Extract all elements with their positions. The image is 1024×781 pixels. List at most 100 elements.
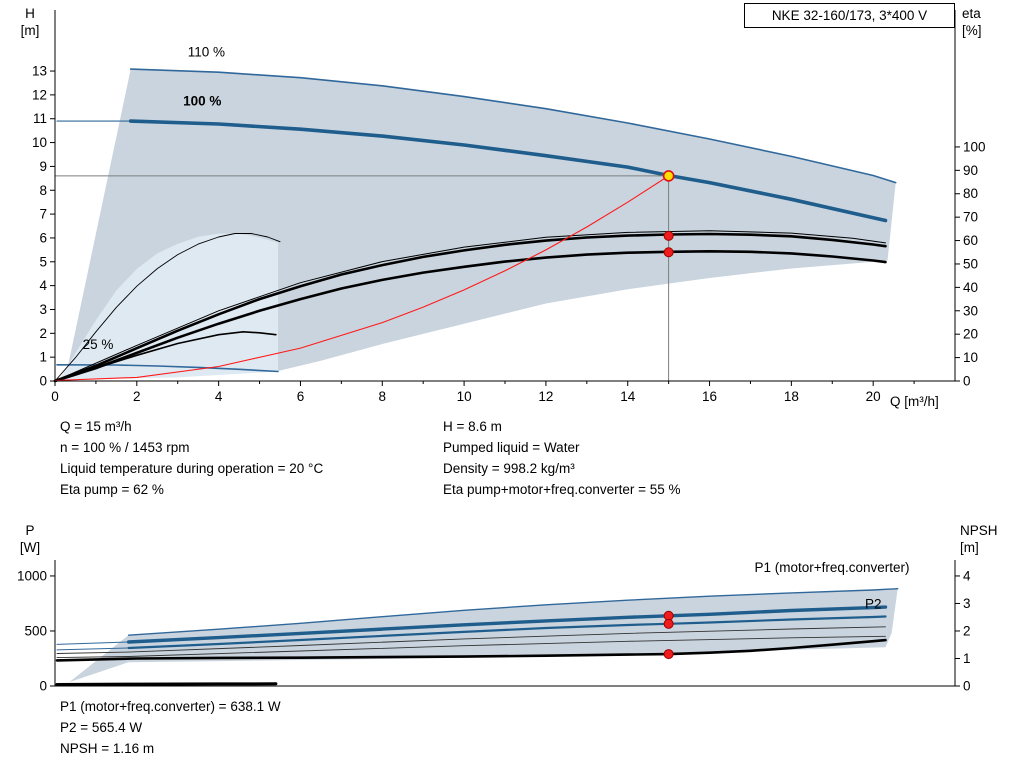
tick-label: 70 xyxy=(963,210,978,225)
tick-label: 30 xyxy=(963,303,978,318)
axis-title-head-unit: [m] xyxy=(20,23,40,38)
tick-label: 6 xyxy=(39,230,47,245)
low-speed-region xyxy=(59,233,278,380)
tick-label: 1 xyxy=(963,651,971,666)
tick-label: 0 xyxy=(39,679,47,694)
eta-total-curve xyxy=(53,250,887,383)
tick-label: 18 xyxy=(784,389,799,404)
tick-label: 16 xyxy=(702,389,717,404)
tick-label: 60 xyxy=(963,233,978,248)
power-info-block: P1 (motor+freq.converter) = 638.1 W P2 =… xyxy=(60,696,281,759)
tick-label: 4 xyxy=(963,568,971,583)
p2-lead xyxy=(56,647,130,651)
info-p2: P2 = 565.4 W xyxy=(60,720,143,735)
p1-lead xyxy=(56,641,130,645)
p-25pct-curve xyxy=(55,682,278,686)
tick-label: 1000 xyxy=(17,568,47,583)
info-density: Density = 998.2 kg/m³ xyxy=(443,461,575,476)
power-inner-line-1 xyxy=(56,626,886,654)
p1-curve xyxy=(126,605,888,644)
system-curve xyxy=(54,175,670,382)
axis-title-head-symbol: H xyxy=(25,6,35,21)
tick-label: 100 xyxy=(963,139,986,154)
p1-110pct-curve xyxy=(127,588,899,636)
tick-label: 14 xyxy=(620,389,636,404)
tick-label: 40 xyxy=(963,280,978,295)
tick-label: 20 xyxy=(963,327,978,342)
axis-title-power-unit: [W] xyxy=(19,540,41,555)
curve-100pct xyxy=(128,119,888,223)
duty-info-right: H = 8.6 m Pumped liquid = Water Density … xyxy=(443,416,681,500)
tick-label: 10 xyxy=(963,350,978,365)
tick-label: 13 xyxy=(32,64,47,79)
tick-label: 90 xyxy=(963,163,978,178)
tick-label: 12 xyxy=(538,389,553,404)
axis-title-power: P [W] xyxy=(12,522,48,556)
info-eta-total: Eta pump+motor+freq.converter = 55 % xyxy=(443,482,681,497)
eta-total-point xyxy=(663,247,674,258)
duty-info-left: Q = 15 m³/h n = 100 % / 1453 rpm Liquid … xyxy=(60,416,323,500)
tick-label: 3 xyxy=(39,302,47,317)
tick-label: 0 xyxy=(963,679,971,694)
p2-curve xyxy=(127,615,887,650)
axis-title-eta-symbol: eta xyxy=(962,6,981,21)
eta-pump-curve xyxy=(53,232,887,383)
tick-label: 4 xyxy=(215,389,223,404)
power-inner-line-2 xyxy=(56,635,886,659)
info-npsh: NPSH = 1.16 m xyxy=(60,741,155,756)
info-eta-pump: Eta pump = 62 % xyxy=(60,482,164,497)
label-110pct: 110 % xyxy=(188,45,225,60)
tick-label: 3 xyxy=(963,596,971,611)
tick-label: 8 xyxy=(39,183,47,198)
tick-label: 9 xyxy=(39,159,47,174)
npsh-point xyxy=(663,649,674,660)
power-npsh-chart-axes xyxy=(54,560,956,687)
tick-label: 20 xyxy=(866,389,881,404)
tick-label: 10 xyxy=(457,389,472,404)
tick-label: 7 xyxy=(39,207,47,222)
info-flow: Q = 15 m³/h xyxy=(60,419,132,434)
eta-low-speed-curve xyxy=(62,331,277,380)
tick-label: 10 xyxy=(32,135,47,150)
tick-label: 1 xyxy=(39,350,47,365)
axis-title-eta: eta [%] xyxy=(962,5,982,39)
label-p1: P1 (motor+freq.converter) xyxy=(755,560,910,575)
info-p1: P1 (motor+freq.converter) = 638.1 W xyxy=(60,699,281,714)
axis-title-npsh-symbol: NPSH xyxy=(960,523,998,538)
eta-pump-curve-thin xyxy=(54,230,886,382)
eta-pump-point xyxy=(663,230,674,241)
tick-label: 6 xyxy=(297,389,305,404)
tick-label: 2 xyxy=(39,326,47,341)
tick-label: 4 xyxy=(39,278,47,293)
label-100pct: 100 % xyxy=(183,94,221,109)
tick-label: 11 xyxy=(33,111,47,126)
label-25pct: 25 % xyxy=(83,337,114,352)
power-envelope xyxy=(69,588,898,683)
tick-label: 50 xyxy=(963,256,978,271)
tick-label: 80 xyxy=(963,186,978,201)
axis-title-npsh: NPSH [m] xyxy=(960,522,998,556)
tick-label: 0 xyxy=(51,389,59,404)
info-head: H = 8.6 m xyxy=(443,419,502,434)
info-pumped-liquid: Pumped liquid = Water xyxy=(443,440,580,455)
eta-reduced-speed-curve xyxy=(54,233,281,382)
axis-title-eta-unit: [%] xyxy=(962,23,982,38)
axis-title-head: H [m] xyxy=(12,5,48,39)
tick-label: 8 xyxy=(379,389,387,404)
axis-title-power-symbol: P xyxy=(25,523,35,538)
info-speed: n = 100 % / 1453 rpm xyxy=(60,440,190,455)
tick-label: 0 xyxy=(39,374,47,389)
tick-label: 12 xyxy=(32,87,47,102)
label-p2: P2 xyxy=(865,596,882,611)
tick-label: 500 xyxy=(24,623,47,638)
axis-title-flow: Q [m³/h] xyxy=(890,394,939,409)
tick-label: 0 xyxy=(963,374,971,389)
tick-label: 5 xyxy=(39,254,47,269)
tick-label: 2 xyxy=(133,389,141,404)
axis-title-npsh-unit: [m] xyxy=(960,540,979,555)
tick-label: 2 xyxy=(963,623,971,638)
duty-point[interactable] xyxy=(662,170,675,182)
curve-110pct xyxy=(129,68,897,184)
